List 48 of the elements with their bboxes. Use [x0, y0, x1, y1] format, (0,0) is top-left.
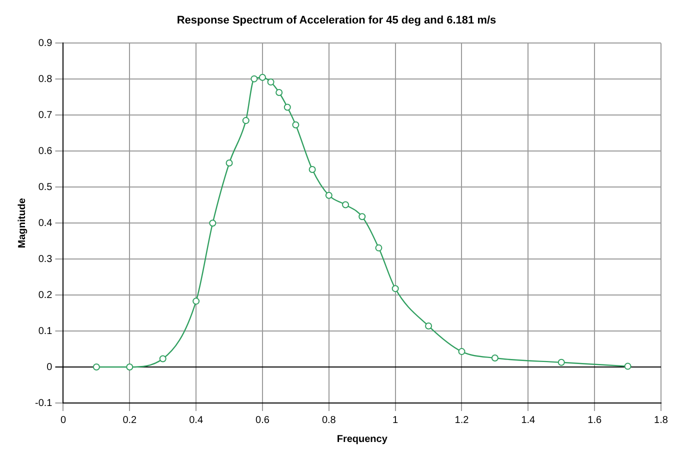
point — [558, 358, 565, 366]
point — [267, 78, 274, 86]
x-tick-label: 1.4 — [521, 414, 536, 426]
point — [226, 160, 233, 167]
y-tick-label: 0.3 — [38, 254, 53, 265]
point — [242, 117, 250, 124]
x-tick-label: 1.6 — [588, 414, 602, 426]
point — [258, 74, 266, 81]
point — [209, 220, 216, 227]
point — [325, 192, 332, 199]
y-tick-label: 0.5 — [38, 182, 53, 193]
point — [292, 121, 300, 128]
x-tick-label: 0.8 — [322, 414, 336, 426]
point — [624, 362, 632, 370]
point — [342, 201, 350, 208]
y-tick-label: 0.8 — [38, 74, 53, 85]
point — [308, 166, 316, 173]
y-tick-label: 0.2 — [38, 290, 53, 301]
point — [375, 244, 382, 252]
y-tick-label: 0.4 — [38, 218, 53, 229]
x-tick-label: 0.2 — [122, 414, 138, 426]
y-tick-label: 0.1 — [38, 326, 53, 337]
point — [159, 355, 166, 362]
x-tick-label: 1.2 — [454, 414, 470, 426]
point — [276, 88, 283, 96]
point — [425, 322, 432, 330]
x-tick-label: 1 — [392, 414, 399, 426]
point — [126, 364, 134, 371]
point — [358, 213, 366, 220]
point — [250, 75, 258, 82]
x-tick-label: 1.8 — [654, 414, 668, 426]
y-tick-label: 0.6 — [38, 146, 53, 157]
x-tick-label: 0 — [60, 414, 66, 426]
x-axis-title: Frequency — [336, 434, 388, 445]
point — [392, 285, 399, 292]
y-tick-label: 0 — [46, 362, 53, 373]
y-axis-title: Magnitude — [16, 198, 28, 248]
y-tick-label: 0.7 — [38, 110, 53, 121]
point — [92, 364, 100, 371]
point — [284, 104, 291, 111]
point — [458, 348, 466, 356]
point — [491, 354, 498, 362]
x-tick-label: 0.4 — [189, 414, 204, 426]
y-tick-label: 0.9 — [38, 38, 53, 49]
point — [192, 298, 200, 305]
chart-title: Response Spectrum of Acceleration for 45 deg and 6.181 m/s — [176, 14, 496, 27]
x-tick-label: 0.6 — [256, 414, 270, 426]
y-tick-label: -0.1 — [34, 398, 53, 409]
